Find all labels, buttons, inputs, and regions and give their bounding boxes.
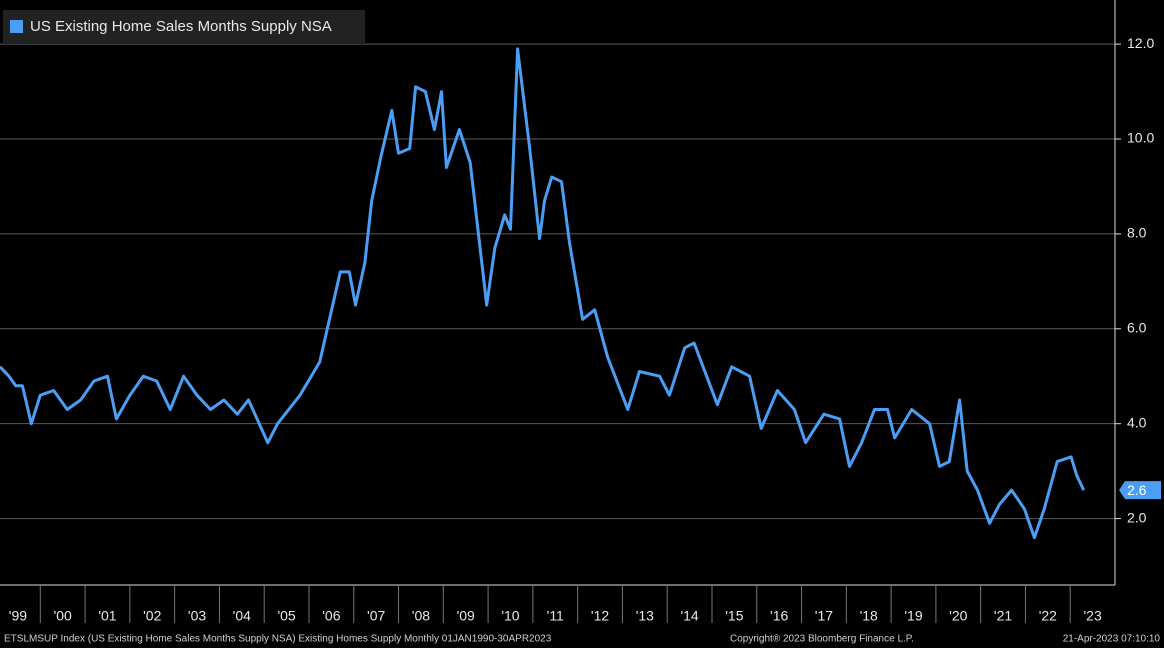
x-tick-label: '99 bbox=[9, 608, 27, 624]
footer-timestamp: 21-Apr-2023 07:10:10 bbox=[1063, 634, 1161, 645]
x-tick-label: '02 bbox=[143, 608, 161, 624]
x-tick-label: '07 bbox=[367, 608, 385, 624]
x-tick-label: '20 bbox=[949, 608, 967, 624]
x-tick-label: '13 bbox=[636, 608, 654, 624]
x-tick-label: '19 bbox=[904, 608, 922, 624]
y-tick-label: 8.0 bbox=[1127, 225, 1147, 241]
x-tick-label: '06 bbox=[322, 608, 340, 624]
x-tick-label: '00 bbox=[54, 608, 72, 624]
footer-source: ETSLMSUP Index (US Existing Home Sales M… bbox=[4, 634, 552, 645]
y-tick-label: 12.0 bbox=[1127, 35, 1154, 51]
x-tick-label: '17 bbox=[815, 608, 833, 624]
y-tick-label: 4.0 bbox=[1127, 414, 1147, 430]
x-tick-label: '05 bbox=[277, 608, 295, 624]
x-tick-label: '14 bbox=[680, 608, 698, 624]
x-tick-label: '03 bbox=[188, 608, 206, 624]
x-tick-label: '04 bbox=[233, 608, 251, 624]
last-value-label: 2.6 bbox=[1127, 482, 1147, 498]
legend-swatch bbox=[10, 20, 23, 33]
x-tick-label: '23 bbox=[1083, 608, 1101, 624]
x-tick-label: '08 bbox=[412, 608, 430, 624]
x-tick-label: '01 bbox=[98, 608, 116, 624]
data-line bbox=[0, 47, 1086, 540]
footer-copyright: Copyright® 2023 Bloomberg Finance L.P. bbox=[730, 634, 914, 645]
x-tick-label: '12 bbox=[591, 608, 609, 624]
x-tick-label: '10 bbox=[501, 608, 519, 624]
x-tick-label: '09 bbox=[457, 608, 475, 624]
x-tick-label: '16 bbox=[770, 608, 788, 624]
x-tick-label: '11 bbox=[547, 608, 564, 624]
x-tick-label: '18 bbox=[860, 608, 878, 624]
legend-label: US Existing Home Sales Months Supply NSA bbox=[30, 18, 332, 35]
legend-box bbox=[3, 10, 365, 44]
y-tick-label: 10.0 bbox=[1127, 130, 1154, 146]
y-tick-label: 2.0 bbox=[1127, 509, 1147, 525]
last-value-tag bbox=[1119, 481, 1161, 500]
x-tick-label: '15 bbox=[725, 608, 743, 624]
y-tick-label: 6.0 bbox=[1127, 319, 1147, 335]
x-tick-label: '22 bbox=[1039, 608, 1057, 624]
x-tick-label: '21 bbox=[994, 608, 1012, 624]
